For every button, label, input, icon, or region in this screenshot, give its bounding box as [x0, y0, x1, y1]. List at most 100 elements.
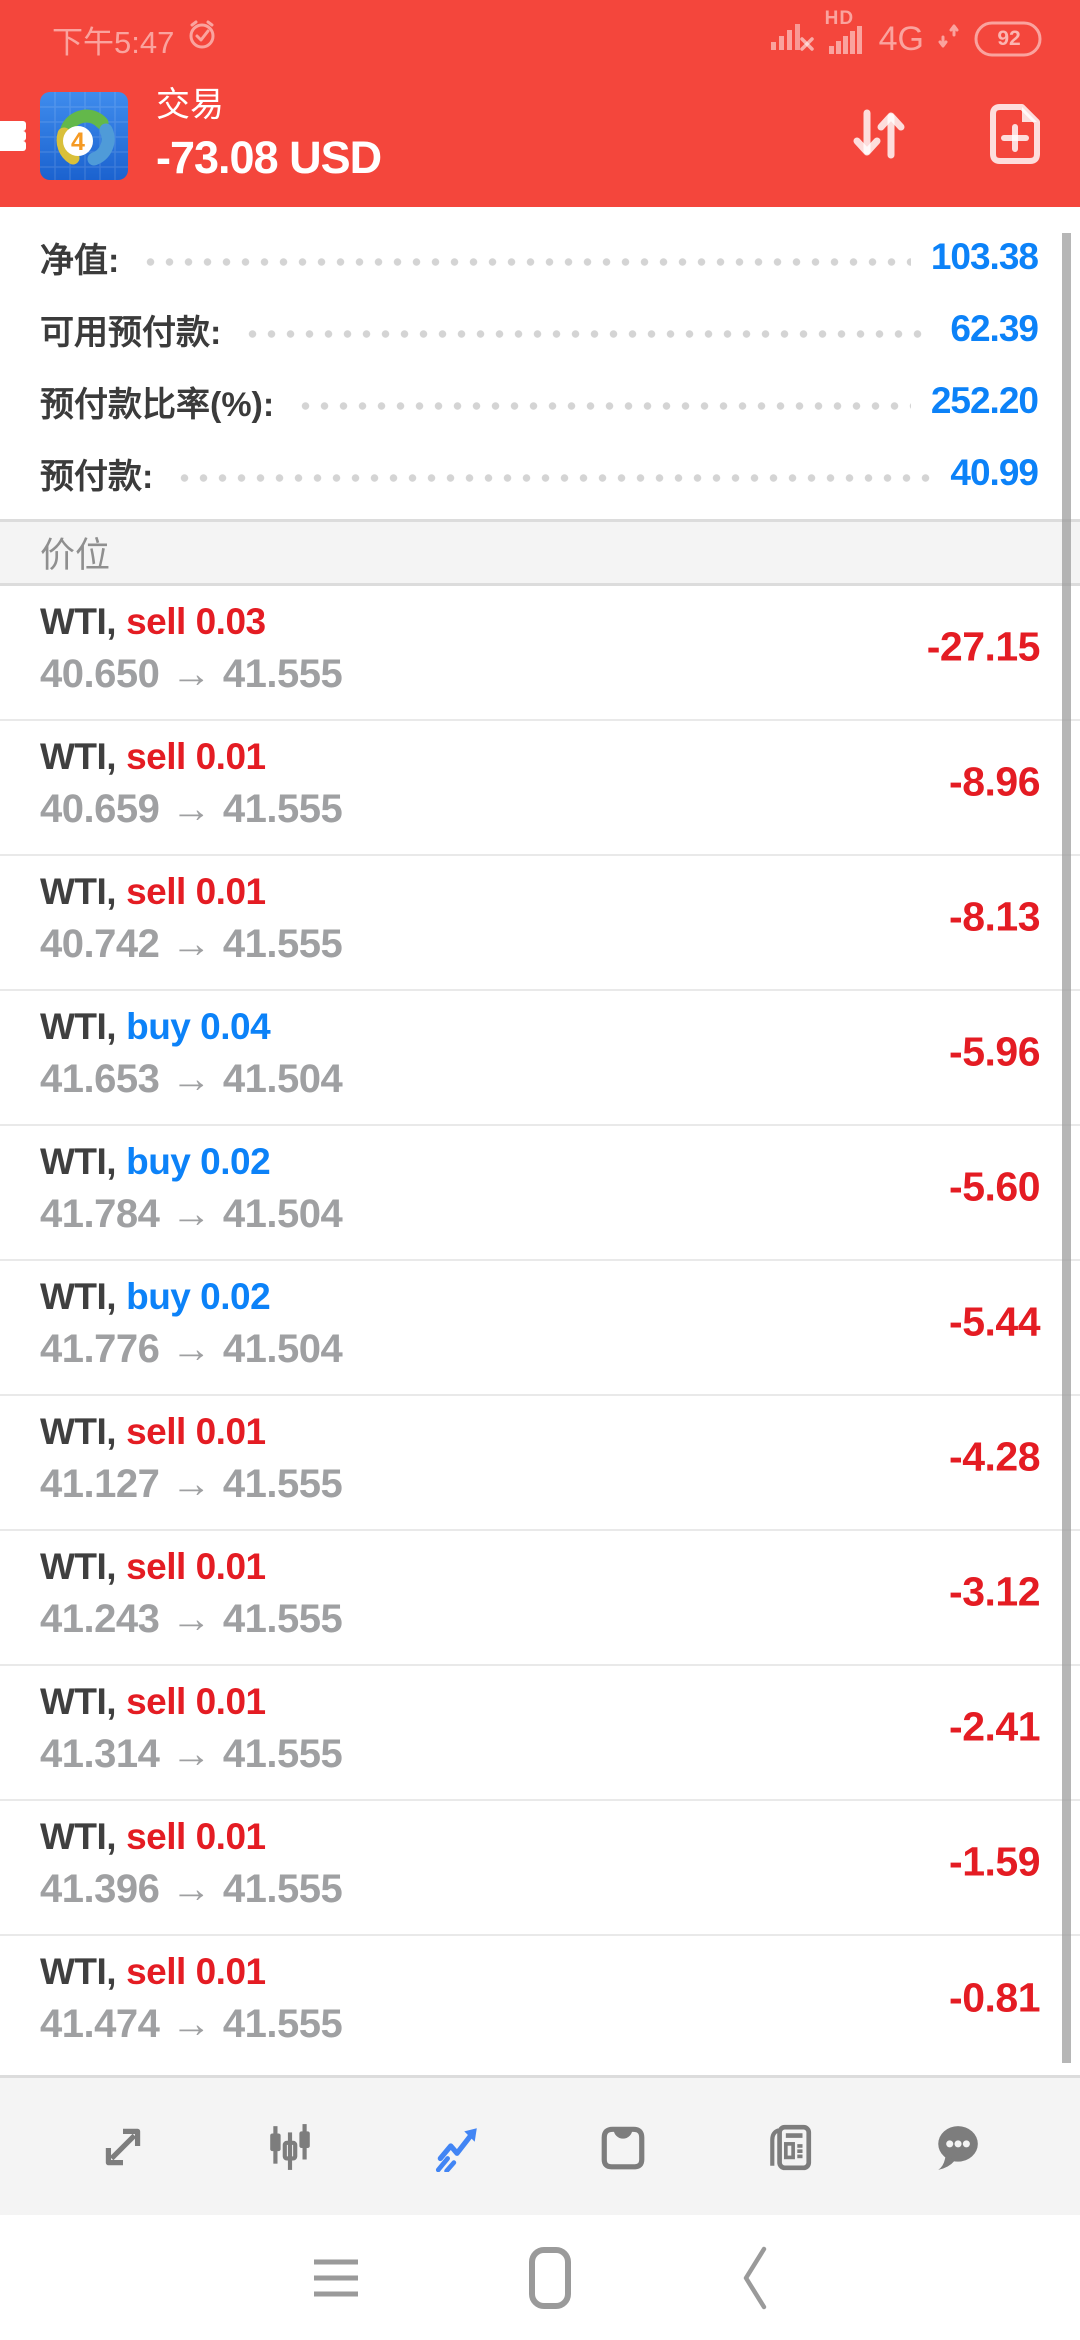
- price-arrow-icon: →: [171, 922, 211, 966]
- position-row[interactable]: WTI, buy 0.02 41.784 → 41.504 -5.60: [0, 1126, 1080, 1261]
- position-row[interactable]: WTI, sell 0.01 40.742 → 41.555 -8.13: [0, 856, 1080, 991]
- position-side-volume: sell 0.01: [126, 1411, 266, 1452]
- messages-tab-icon[interactable]: [932, 2122, 982, 2172]
- dotted-leader: [243, 330, 931, 338]
- position-current-price: 41.555: [222, 1732, 343, 1776]
- trade-tab-icon[interactable]: [432, 2122, 482, 2172]
- price-arrow-icon: →: [171, 1057, 211, 1101]
- position-side-volume: buy 0.04: [126, 1006, 271, 1047]
- new-order-icon[interactable]: [986, 102, 1044, 169]
- position-profit: -4.28: [949, 1433, 1040, 1480]
- position-symbol: WTI,: [40, 1276, 117, 1317]
- position-row[interactable]: WTI, sell 0.03 40.650 → 41.555 -27.15: [0, 586, 1080, 721]
- position-symbol: WTI,: [40, 1816, 117, 1857]
- history-tab-icon[interactable]: [598, 2122, 648, 2172]
- position-profit: -27.15: [926, 623, 1041, 670]
- summary-value: 252.20: [930, 380, 1039, 421]
- position-current-price: 41.555: [222, 1597, 343, 1641]
- position-symbol: WTI,: [40, 1681, 117, 1722]
- position-open-price: 40.659: [40, 787, 160, 831]
- network-type-label: 4G: [878, 19, 924, 58]
- summary-label: 可用预付款:: [40, 313, 222, 352]
- back-icon[interactable]: [740, 2245, 768, 2311]
- alarm-icon: [186, 19, 218, 59]
- summary-value: 40.99: [950, 452, 1039, 493]
- battery-icon: 92: [974, 21, 1044, 57]
- quotes-tab-icon[interactable]: [98, 2122, 148, 2172]
- recents-icon[interactable]: [312, 2257, 360, 2299]
- dotted-leader: [296, 402, 911, 410]
- position-side-volume: sell 0.01: [126, 736, 266, 777]
- sort-icon[interactable]: [848, 105, 910, 166]
- home-icon[interactable]: [528, 2246, 572, 2310]
- signal-hd-icon: HD: [825, 8, 863, 62]
- position-side-volume: sell 0.01: [126, 1951, 266, 1992]
- position-side-volume: sell 0.01: [126, 1816, 266, 1857]
- position-profit: -5.60: [949, 1163, 1040, 1210]
- position-profit: -5.96: [949, 1028, 1040, 1075]
- position-profit: -8.96: [949, 758, 1040, 805]
- scrollbar[interactable]: [1062, 233, 1071, 2063]
- summary-label: 净值:: [40, 241, 120, 280]
- position-current-price: 41.555: [222, 1462, 343, 1506]
- position-side-volume: sell 0.01: [126, 1546, 266, 1587]
- position-row[interactable]: WTI, sell 0.01 41.474 → 41.555 -0.81: [0, 1936, 1080, 2071]
- hamburger-menu-icon[interactable]: [0, 120, 26, 151]
- position-side-volume: buy 0.02: [126, 1141, 271, 1182]
- position-side-volume: buy 0.02: [126, 1276, 271, 1317]
- summary-row-margin: 预付款: 40.99: [40, 437, 1039, 509]
- status-time: 下午5:47: [52, 24, 175, 60]
- position-open-price: 40.650: [40, 652, 160, 696]
- summary-label: 预付款比率(%):: [40, 385, 275, 424]
- app-header: 4 交易 -73.08 USD: [0, 64, 1080, 207]
- position-row[interactable]: WTI, sell 0.01 40.659 → 41.555 -8.96: [0, 721, 1080, 856]
- summary-row-equity: 净值: 103.38: [40, 221, 1039, 293]
- price-arrow-icon: →: [171, 1327, 211, 1371]
- position-row[interactable]: WTI, sell 0.01 41.243 → 41.555 -3.12: [0, 1531, 1080, 1666]
- bottom-toolbar: [0, 2075, 1080, 2215]
- position-row[interactable]: WTI, sell 0.01 41.314 → 41.555 -2.41: [0, 1666, 1080, 1801]
- position-current-price: 41.504: [222, 1057, 343, 1101]
- position-open-price: 41.653: [40, 1057, 160, 1101]
- position-symbol: WTI,: [40, 1411, 117, 1452]
- position-open-price: 41.243: [40, 1597, 160, 1641]
- metatrader4-logo-icon: 4: [40, 91, 128, 180]
- position-open-price: 41.314: [40, 1732, 160, 1776]
- position-row[interactable]: WTI, buy 0.02 41.776 → 41.504 -5.44: [0, 1261, 1080, 1396]
- page-title: 交易: [156, 85, 224, 124]
- app-bar: 下午5:47: [0, 0, 1080, 207]
- positions-list: WTI, sell 0.03 40.650 → 41.555 -27.15 WTI, s…: [0, 586, 1080, 2071]
- dotted-leader: [141, 258, 911, 266]
- price-arrow-icon: →: [171, 2002, 211, 2046]
- svg-text:4: 4: [71, 128, 85, 156]
- position-profit: -0.81: [949, 1974, 1040, 2021]
- status-bar: 下午5:47: [0, 0, 1080, 64]
- position-open-price: 41.776: [40, 1327, 160, 1371]
- position-row[interactable]: WTI, buy 0.04 41.653 → 41.504 -5.96: [0, 991, 1080, 1126]
- price-arrow-icon: →: [171, 787, 211, 831]
- summary-value: 62.39: [950, 308, 1039, 349]
- position-current-price: 41.504: [222, 1327, 343, 1371]
- news-tab-icon[interactable]: [765, 2122, 815, 2172]
- hd-label: HD: [824, 8, 855, 29]
- battery-percent: 92: [997, 27, 1021, 50]
- position-current-price: 41.504: [222, 1192, 343, 1236]
- position-open-price: 41.127: [40, 1462, 160, 1506]
- position-open-price: 40.742: [40, 922, 160, 966]
- position-side-volume: sell 0.01: [126, 1681, 266, 1722]
- dotted-leader: [175, 474, 931, 482]
- price-arrow-icon: →: [171, 652, 211, 696]
- position-side-volume: sell 0.01: [126, 871, 266, 912]
- position-symbol: WTI,: [40, 601, 117, 642]
- summary-value: 103.38: [930, 236, 1039, 277]
- position-symbol: WTI,: [40, 1951, 117, 1992]
- android-nav-bar: [0, 2215, 1080, 2340]
- position-open-price: 41.396: [40, 1867, 160, 1911]
- position-symbol: WTI,: [40, 736, 117, 777]
- position-row[interactable]: WTI, sell 0.01 41.396 → 41.555 -1.59: [0, 1801, 1080, 1936]
- position-current-price: 41.555: [222, 787, 343, 831]
- charts-tab-icon[interactable]: [265, 2122, 315, 2172]
- position-row[interactable]: WTI, sell 0.01 41.127 → 41.555 -4.28: [0, 1396, 1080, 1531]
- position-current-price: 41.555: [222, 2002, 343, 2046]
- position-symbol: WTI,: [40, 871, 117, 912]
